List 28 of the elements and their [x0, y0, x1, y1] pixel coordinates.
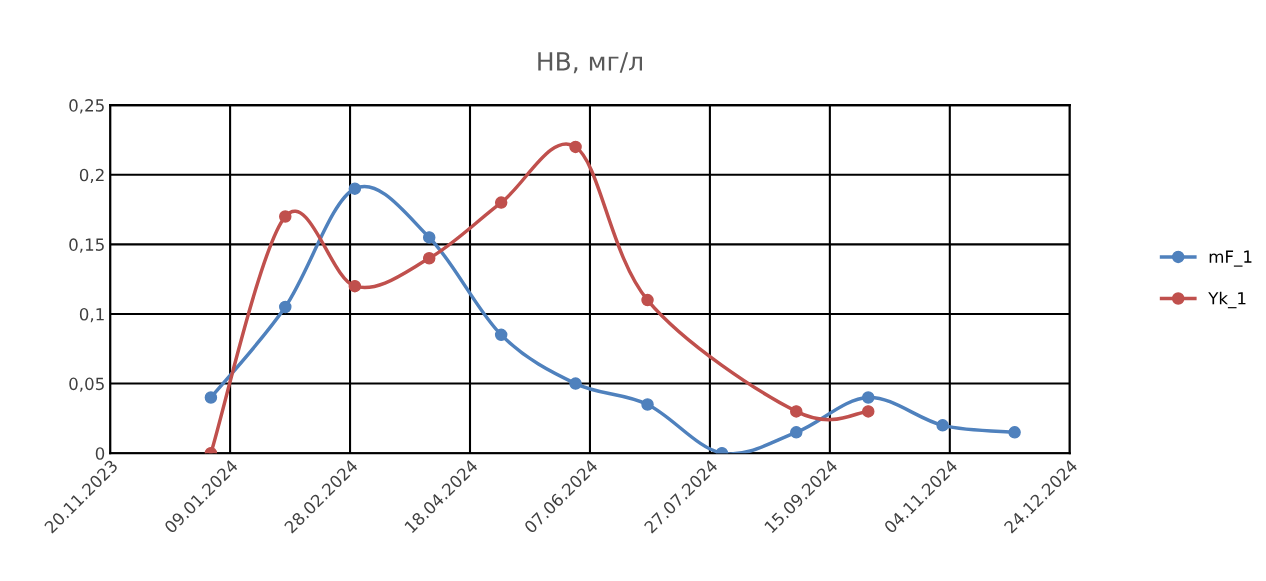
legend-label: Yk_1	[1208, 291, 1246, 309]
y-tick-label: 0,25	[69, 99, 104, 114]
point	[569, 140, 582, 154]
point	[348, 182, 362, 195]
y-tick-label: 0,05	[69, 377, 104, 392]
legend-label: mF_1	[1209, 250, 1252, 267]
point	[936, 419, 949, 432]
y-tick-label: 0	[95, 447, 105, 460]
point	[641, 398, 654, 411]
point	[348, 279, 362, 293]
point	[641, 293, 654, 307]
point	[279, 300, 292, 314]
point	[790, 405, 803, 418]
y-tick-label: 0,15	[69, 238, 104, 253]
point	[204, 391, 218, 404]
point	[569, 377, 582, 390]
point	[861, 391, 875, 404]
y-tick-label: 0,2	[79, 168, 104, 184]
point	[1008, 426, 1021, 439]
point	[422, 252, 436, 265]
point	[494, 328, 508, 342]
point	[861, 405, 875, 418]
point	[422, 231, 436, 244]
chart-title: НВ, мг/л	[538, 52, 642, 74]
point	[279, 210, 292, 223]
point	[494, 196, 508, 209]
y-tick-label: 0,1	[79, 307, 104, 323]
point	[790, 426, 803, 439]
